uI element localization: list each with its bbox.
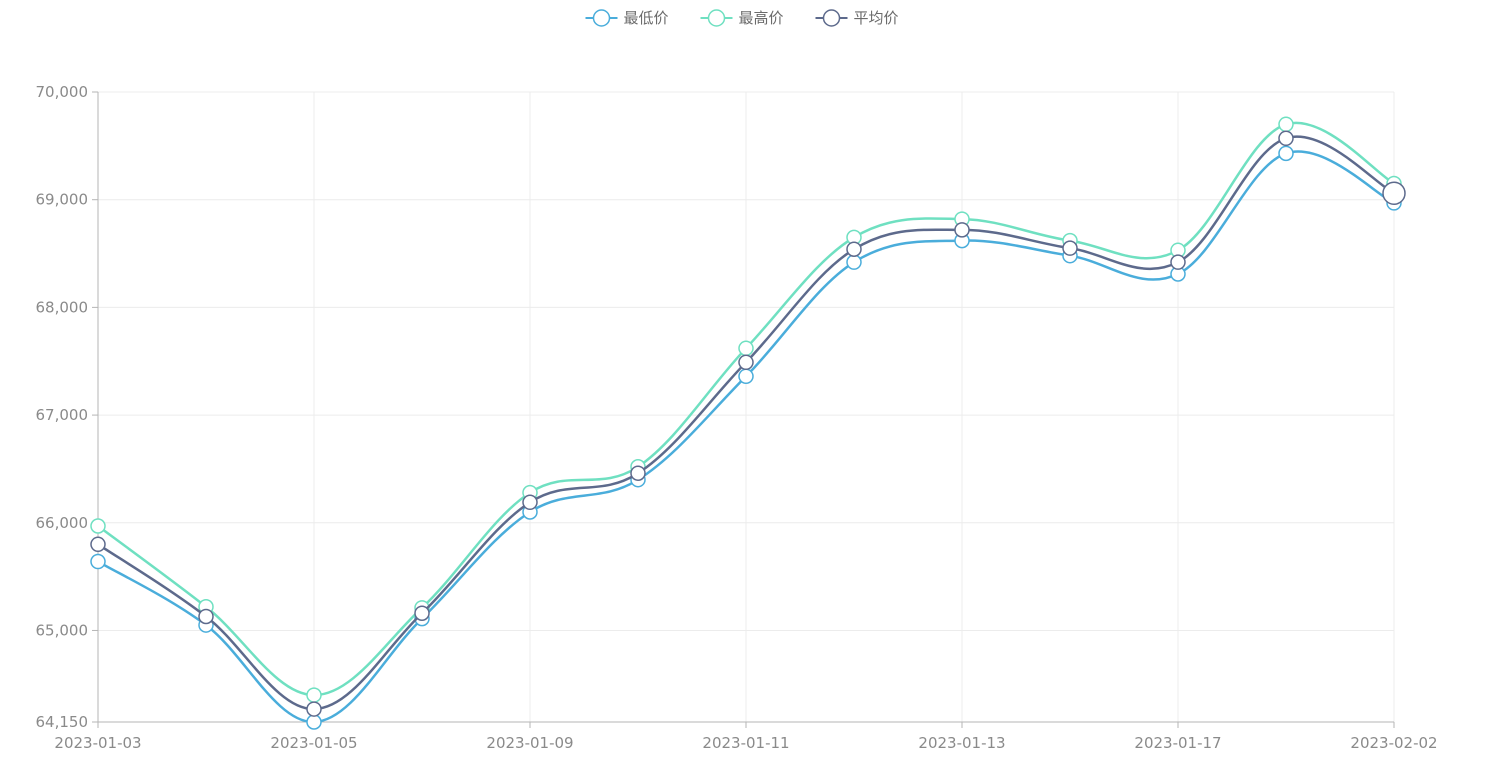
data-point[interactable]	[1278, 130, 1294, 147]
y-tick-label: 68,000	[36, 298, 89, 316]
data-point[interactable]	[198, 608, 214, 625]
legend-item-2[interactable]: 最高价	[700, 9, 784, 27]
legend-label: 平均价	[854, 9, 899, 27]
data-point[interactable]	[306, 687, 322, 703]
x-tick-label: 2023-01-09	[486, 734, 573, 752]
series-2	[90, 116, 1402, 703]
legend-label: 最高价	[739, 9, 784, 27]
data-point[interactable]	[90, 553, 106, 570]
data-point[interactable]	[90, 536, 106, 553]
data-point[interactable]	[1278, 116, 1294, 133]
data-point[interactable]	[630, 465, 646, 481]
series-layer	[90, 116, 1406, 730]
data-point[interactable]	[738, 354, 754, 371]
legend-marker	[592, 9, 611, 27]
y-tick-label: 66,000	[36, 514, 89, 532]
data-point[interactable]	[522, 494, 538, 511]
x-tick-label: 2023-01-17	[1134, 734, 1221, 752]
data-point[interactable]	[846, 241, 862, 257]
x-tick-label: 2023-02-02	[1350, 734, 1437, 752]
data-point[interactable]	[90, 518, 106, 534]
y-tick-label: 70,000	[36, 83, 89, 101]
x-tick-label: 2023-01-13	[918, 734, 1005, 752]
y-tick-label: 67,000	[36, 406, 89, 424]
legend-marker	[822, 9, 841, 27]
data-point[interactable]	[1170, 254, 1186, 270]
data-point[interactable]	[1278, 145, 1294, 162]
legend-item-3[interactable]: 平均价	[815, 9, 899, 27]
legend-marker	[707, 9, 726, 27]
y-tick-label: 69,000	[36, 191, 89, 209]
grid-lines	[98, 91, 1395, 722]
data-point[interactable]	[414, 605, 430, 621]
legend-item-1[interactable]: 最低价	[585, 9, 669, 27]
data-point[interactable]	[846, 254, 862, 270]
legend: 最低价 最高价 平均价	[585, 9, 899, 27]
data-point[interactable]	[738, 340, 754, 357]
data-point[interactable]	[954, 222, 970, 238]
data-point[interactable]	[306, 714, 322, 730]
axes: 64,150 65,000 66,000 67,000 68,000 69,000 70,0…	[36, 83, 1438, 752]
data-point[interactable]	[1382, 181, 1406, 205]
x-tick-label: 2023-01-05	[270, 734, 357, 752]
data-point[interactable]	[306, 701, 322, 717]
x-tick-label: 2023-01-03	[54, 734, 141, 752]
x-tick-label: 2023-01-11	[702, 734, 789, 752]
legend-label: 最低价	[624, 9, 669, 27]
series-3	[90, 130, 1406, 717]
y-tick-label: 64,150	[36, 713, 89, 731]
data-point[interactable]	[1062, 240, 1078, 256]
y-tick-label: 65,000	[36, 621, 89, 639]
data-point[interactable]	[738, 368, 754, 385]
